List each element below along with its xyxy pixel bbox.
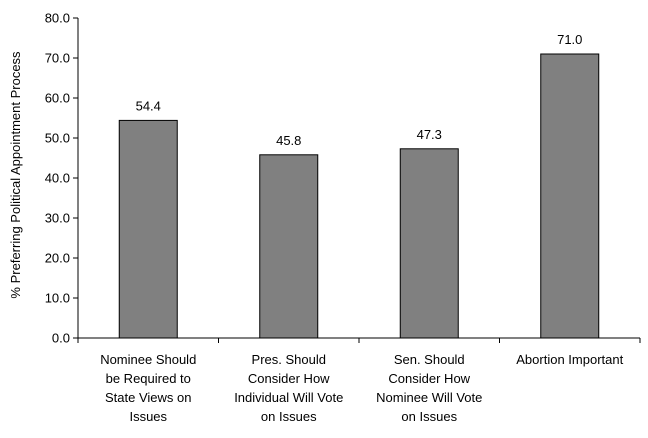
bar xyxy=(259,154,319,339)
bar xyxy=(540,53,600,339)
category-label: Pres. Should Consider How Individual Will … xyxy=(234,352,343,424)
y-tick-label: 40.0 xyxy=(45,171,70,186)
y-tick-label: 30.0 xyxy=(45,211,70,226)
bar-value-label: 45.8 xyxy=(276,133,301,148)
bars xyxy=(118,53,600,339)
y-tick-label: 0.0 xyxy=(52,331,70,346)
y-tick-label: 20.0 xyxy=(45,251,70,266)
y-tick-label: 60.0 xyxy=(45,91,70,106)
bar-value-label: 54.4 xyxy=(136,98,161,113)
y-tick-label: 70.0 xyxy=(45,51,70,66)
bar xyxy=(399,148,459,339)
y-tick-label: 80.0 xyxy=(45,11,70,26)
y-axis-title: % Preferring Political Appointment Proce… xyxy=(8,51,23,299)
labels: 0.0 10.0 20.0 30.0 40.0 50.0 60.0 70.0 80.0 54.4 N… xyxy=(45,11,624,425)
category-label: Nominee Should be Required to State Views … xyxy=(100,352,196,424)
y-tick-label: 10.0 xyxy=(45,291,70,306)
bar-value-label: 71.0 xyxy=(557,32,582,47)
category-label: Abortion Important xyxy=(516,352,623,367)
category-label: Sen. Should Consider How Nominee Will Vote… xyxy=(376,352,482,424)
bar-value-label: 47.3 xyxy=(417,127,442,142)
bar xyxy=(118,119,178,339)
y-tick-label: 50.0 xyxy=(45,131,70,146)
